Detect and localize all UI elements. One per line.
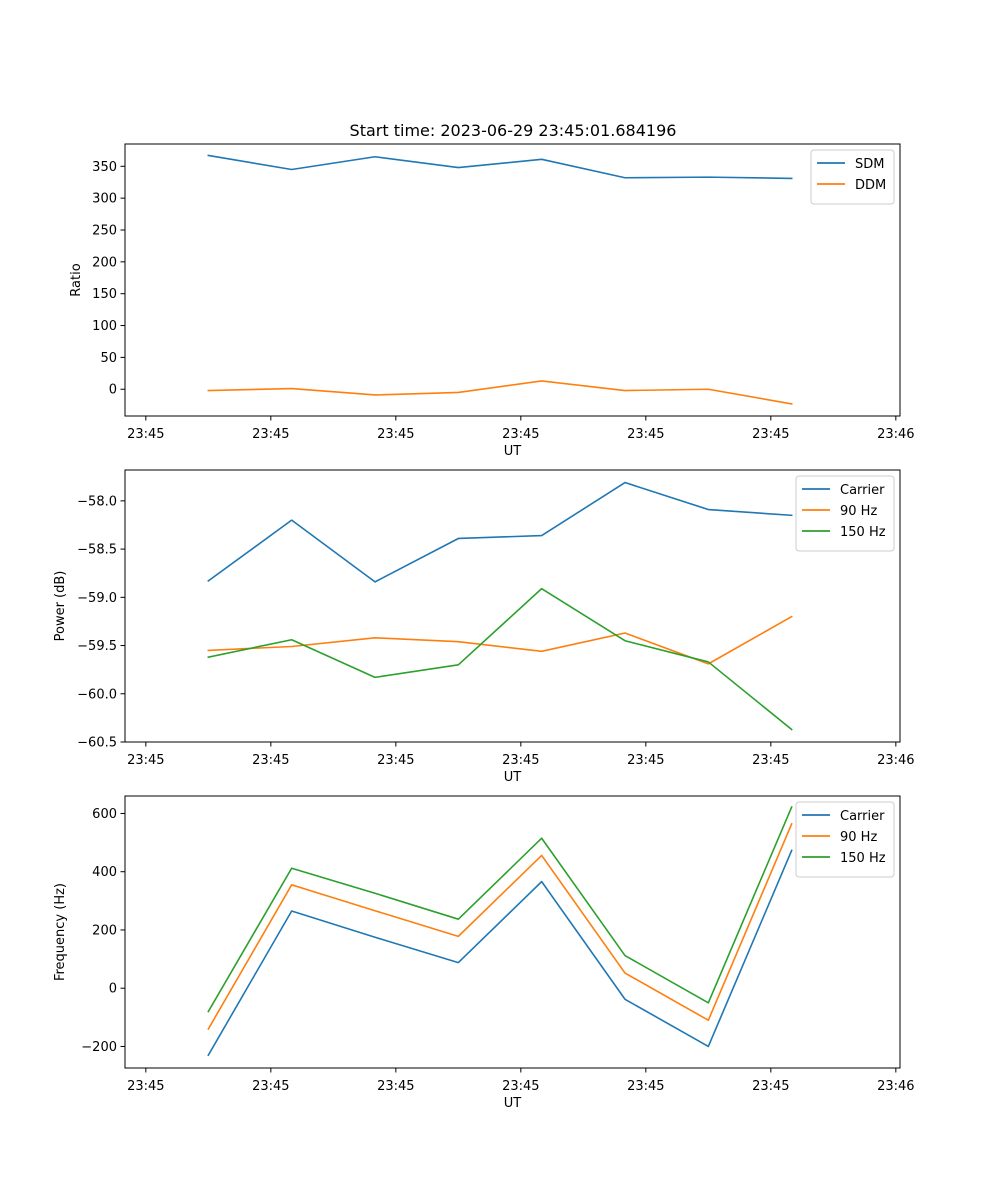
y-axis-label: Ratio <box>69 263 84 296</box>
legend-label: DDM <box>855 178 886 193</box>
series-line-150-hz <box>207 806 793 1013</box>
legend-box <box>795 475 895 552</box>
legend-label: Carrier <box>840 483 885 498</box>
y-tick-label: 400 <box>92 865 117 880</box>
y-tick-label: −60.0 <box>77 687 117 702</box>
chart-panel-2: 23:45 23:45 23:45 23:45 23:45 23:45 23:46 −60.5… <box>53 469 915 785</box>
x-tick-label: 23:45 <box>127 753 164 768</box>
series-line-sdm <box>207 154 793 180</box>
x-tick-label: 23:45 <box>502 1079 539 1094</box>
y-axis-label: Frequency (Hz) <box>53 883 68 981</box>
x-tick-label: 23:45 <box>252 1079 289 1094</box>
y-tick-label: −59.5 <box>77 639 117 654</box>
y-tick-label: 200 <box>92 923 117 938</box>
y-tick-label: −58.5 <box>77 543 117 558</box>
legend-label: SDM <box>855 157 884 172</box>
plot-frame <box>124 469 901 743</box>
legend-label: 90 Hz <box>840 830 877 845</box>
y-tick-label: 200 <box>92 255 117 270</box>
y-tick-label: −59.0 <box>77 591 117 606</box>
y-tick-label: 150 <box>92 287 117 302</box>
legend: Carrier 90 Hz 150 Hz <box>795 475 895 552</box>
legend-label: 150 Hz <box>840 525 886 540</box>
series-line-150-hz <box>207 587 793 731</box>
x-tick-label: 23:45 <box>752 427 789 442</box>
x-axis-label: UT <box>504 770 522 785</box>
y-tick-label: 0 <box>109 982 117 997</box>
x-tick-label: 23:45 <box>752 753 789 768</box>
plot-frame <box>124 795 901 1069</box>
y-tick-label: −58.0 <box>77 494 117 509</box>
x-tick-label: 23:45 <box>127 427 164 442</box>
x-axis-label: UT <box>504 444 522 459</box>
x-tick-label: 23:45 <box>627 753 664 768</box>
legend-box <box>795 801 895 878</box>
series-line-90-hz <box>207 822 793 1031</box>
y-tick-label: 50 <box>100 351 117 366</box>
legend-label: 150 Hz <box>840 851 886 866</box>
y-tick-label: −200 <box>81 1040 117 1055</box>
x-tick-label: 23:45 <box>627 1079 664 1094</box>
x-tick-label: 23:45 <box>752 1079 789 1094</box>
x-tick-label: 23:45 <box>502 427 539 442</box>
legend-label: 90 Hz <box>840 504 877 519</box>
y-axis-label: Power (dB) <box>53 571 68 642</box>
chart-panel-3: 23:45 23:45 23:45 23:45 23:45 23:45 23:46 −200 0… <box>53 795 915 1111</box>
x-tick-label: 23:46 <box>877 427 914 442</box>
y-tick-label: 250 <box>92 223 117 238</box>
x-tick-label: 23:45 <box>127 1079 164 1094</box>
series-line-carrier <box>207 849 793 1057</box>
x-tick-label: 23:46 <box>877 753 914 768</box>
x-tick-label: 23:45 <box>502 753 539 768</box>
figure-title: Start time: 2023-06-29 23:45:01.684196 <box>350 121 677 140</box>
series-line-ddm <box>207 380 793 405</box>
plot-frame <box>124 143 901 417</box>
y-tick-label: −60.5 <box>77 736 117 751</box>
legend: SDM DDM <box>810 149 895 205</box>
y-tick-label: 0 <box>109 383 117 398</box>
y-tick-label: 350 <box>92 160 117 175</box>
x-axis-label: UT <box>504 1096 522 1111</box>
legend-label: Carrier <box>840 809 885 824</box>
legend: Carrier 90 Hz 150 Hz <box>795 801 895 878</box>
y-tick-label: 600 <box>92 807 117 822</box>
series-line-carrier <box>207 481 793 583</box>
y-tick-label: 100 <box>92 319 117 334</box>
x-tick-label: 23:45 <box>252 427 289 442</box>
x-tick-label: 23:45 <box>377 427 414 442</box>
chart-panel-1: 23:45 23:45 23:45 23:45 23:45 23:45 23:46 0 50 10… <box>69 143 915 459</box>
x-tick-label: 23:45 <box>252 753 289 768</box>
x-tick-label: 23:45 <box>627 427 664 442</box>
x-tick-label: 23:45 <box>377 753 414 768</box>
x-tick-label: 23:45 <box>377 1079 414 1094</box>
y-tick-label: 300 <box>92 192 117 207</box>
x-tick-label: 23:46 <box>877 1079 914 1094</box>
